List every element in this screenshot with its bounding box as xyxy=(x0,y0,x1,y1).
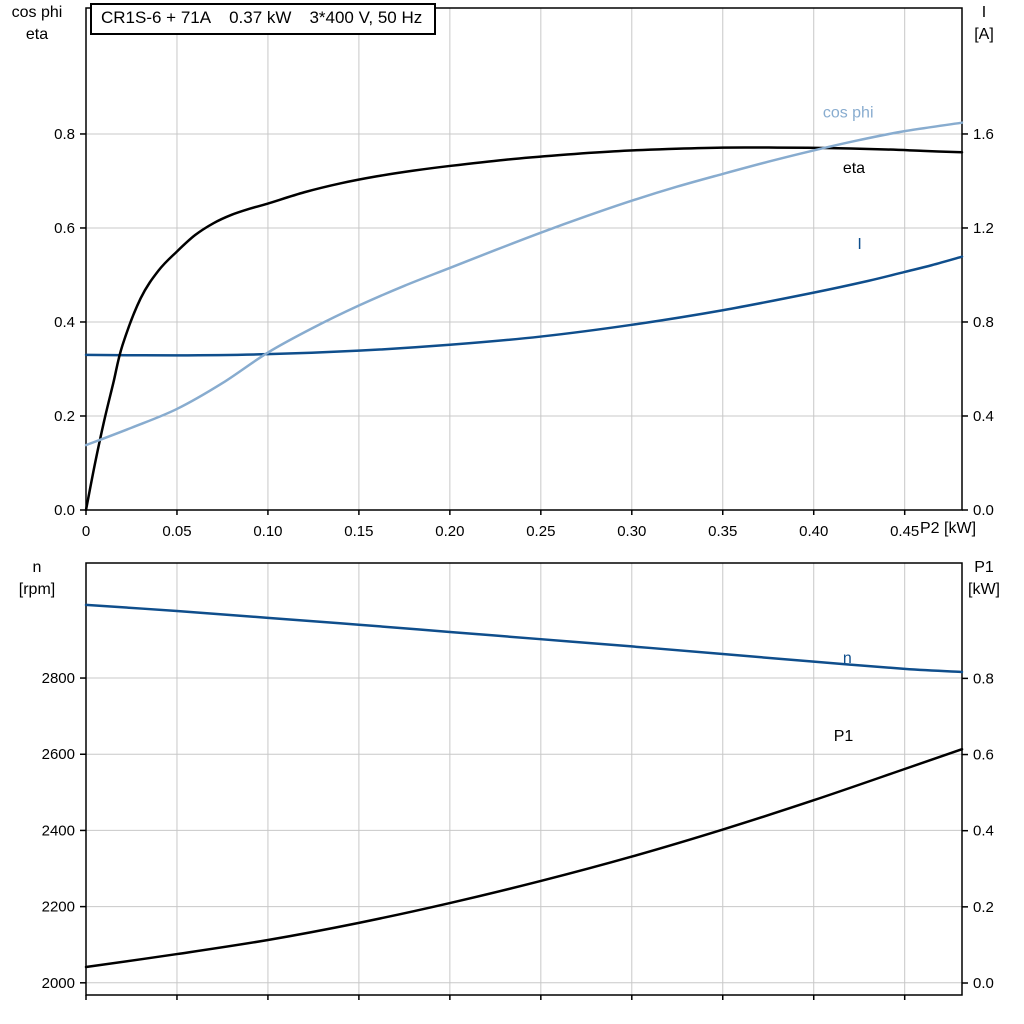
cos-phi-axis-label: cos phi xyxy=(11,4,63,21)
speed-axis-label: n xyxy=(32,559,42,576)
right-tick-label: 1.6 xyxy=(973,126,994,143)
x-tick-label: 0.05 xyxy=(162,523,191,540)
left-tick-label: 0.8 xyxy=(54,126,75,143)
x-tick-label: 0.20 xyxy=(435,523,464,540)
x-tick-label: 0 xyxy=(82,523,90,540)
current-axis-label: I xyxy=(981,4,987,21)
plot-border-top xyxy=(85,7,963,511)
curve-cos-phi xyxy=(84,121,964,447)
right-tick-label: 0.0 xyxy=(973,502,994,519)
curve-label-P1: P1 xyxy=(834,728,854,745)
curve-label-cos-phi: cos phi xyxy=(823,105,874,122)
voltage-frequency-label: 3*400 V, 50 Hz xyxy=(309,8,423,27)
x-tick-label: 0.10 xyxy=(253,523,282,540)
right-tick-label: 0.2 xyxy=(973,899,994,916)
x-tick-label: 0.15 xyxy=(344,523,373,540)
left-tick-label: 0.6 xyxy=(54,220,75,237)
left-tick-label: 2400 xyxy=(42,822,75,839)
chart-panel-top: 0 0.05 0.10 0.15 0.20 0.25 0.30 0.35 0.40 0.45 0.0… xyxy=(54,7,994,540)
left-tick-label: 0.0 xyxy=(54,502,75,519)
curve-label-n: n xyxy=(843,650,852,667)
plot-border-bottom xyxy=(85,562,963,996)
right-tick-label: 0.8 xyxy=(973,670,994,687)
rpm-unit-label: [rpm] xyxy=(18,581,56,598)
right-tick-label: 0.0 xyxy=(973,975,994,992)
right-tick-label: 0.6 xyxy=(973,747,994,764)
right-tick-label: 0.8 xyxy=(973,314,994,331)
eta-axis-label: eta xyxy=(25,26,49,43)
left-tick-label: 2000 xyxy=(42,975,75,992)
left-tick-label: 2200 xyxy=(42,899,75,916)
curve-n xyxy=(84,603,964,674)
chart-title-box: CR1S-6 + 71A 0.37 kW 3*400 V, 50 Hz xyxy=(90,3,437,35)
top-right-axis-title: I [A] xyxy=(952,2,1016,46)
curve-label-I: I xyxy=(857,236,861,253)
pump-model-label: CR1S-6 + 71A xyxy=(101,8,212,27)
x-tick-label: 0.25 xyxy=(526,523,555,540)
right-tick-label: 0.4 xyxy=(973,823,994,840)
bottom-right-axis-title: P1 [kW] xyxy=(952,557,1016,601)
ampere-unit-label: [A] xyxy=(974,26,994,43)
power-rating-label: 0.37 kW xyxy=(229,8,292,27)
x-tick-label: 0.35 xyxy=(708,523,737,540)
x-tick-label: 0.30 xyxy=(617,523,646,540)
left-tick-label: 0.2 xyxy=(54,408,75,425)
top-left-axis-title: cos phi eta xyxy=(4,2,70,46)
bottom-left-axis-title: n [rpm] xyxy=(4,557,70,601)
kw-unit-label: [kW] xyxy=(968,581,1000,598)
curve-eta xyxy=(84,146,964,512)
curve-P1 xyxy=(84,747,964,969)
right-tick-label: 0.4 xyxy=(973,408,994,425)
p1-axis-label: P1 xyxy=(974,559,994,576)
x-tick-label: 0.45 xyxy=(890,523,919,540)
x-tick-label: 0.40 xyxy=(799,523,828,540)
x-axis-title: P2 [kW] xyxy=(920,520,977,537)
right-tick-label: 1.2 xyxy=(973,220,994,237)
curve-label-eta: eta xyxy=(843,160,865,177)
left-tick-label: 2800 xyxy=(42,670,75,687)
left-tick-label: 0.4 xyxy=(54,314,75,331)
left-tick-label: 2600 xyxy=(42,746,75,763)
chart-panel-bottom: 2000 2200 2400 2600 2800 0.0 0.2 0.4 0.6 0.8 n P1 xyxy=(42,562,994,1000)
